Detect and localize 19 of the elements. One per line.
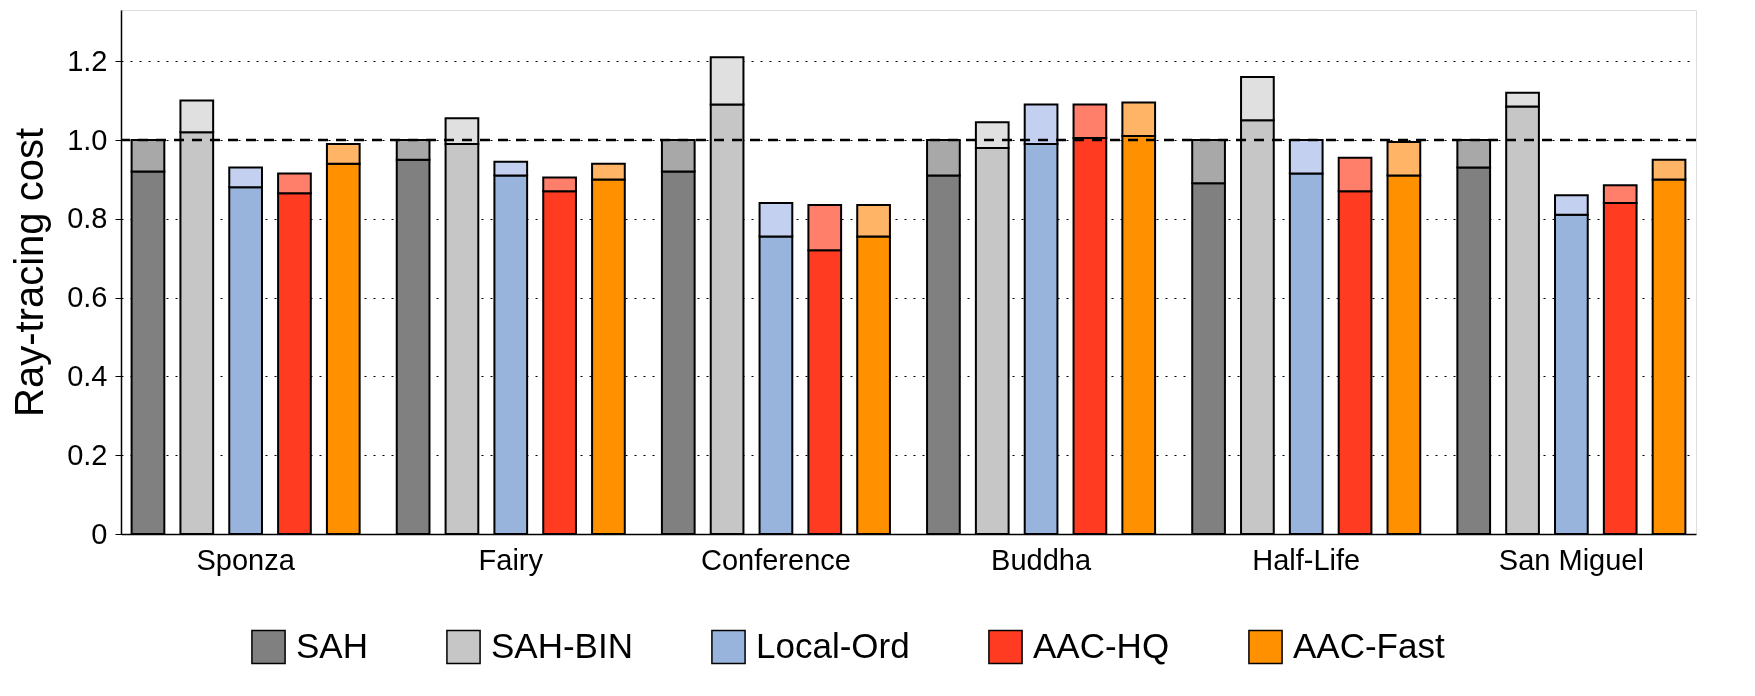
y-axis-title: Ray-tracing cost — [7, 128, 52, 417]
legend-label: SAH-BIN — [491, 625, 633, 665]
x-tick-label: Sponza — [196, 543, 296, 576]
x-tick-label: Fairy — [478, 543, 544, 576]
y-tick-label: 1.0 — [67, 123, 108, 156]
y-tick-label: 0.4 — [67, 359, 108, 392]
legend-label: SAH — [296, 625, 368, 665]
y-tick-label: 1.2 — [67, 44, 108, 77]
x-tick-label: Buddha — [991, 543, 1092, 576]
legend-label: AAC-Fast — [1293, 625, 1445, 665]
y-tick-label: 0 — [91, 517, 108, 550]
x-tick-label: Conference — [700, 543, 851, 576]
x-tick-label: Half-Life — [1252, 543, 1361, 576]
y-tick-label: 0.6 — [67, 281, 108, 314]
y-tick-label: 0.8 — [67, 202, 108, 235]
legend-label: AAC-HQ — [1033, 625, 1170, 665]
legend-label: Local-Ord — [756, 625, 910, 665]
y-tick-label: 0.2 — [67, 438, 108, 471]
x-tick-label: San Miguel — [1498, 543, 1644, 576]
